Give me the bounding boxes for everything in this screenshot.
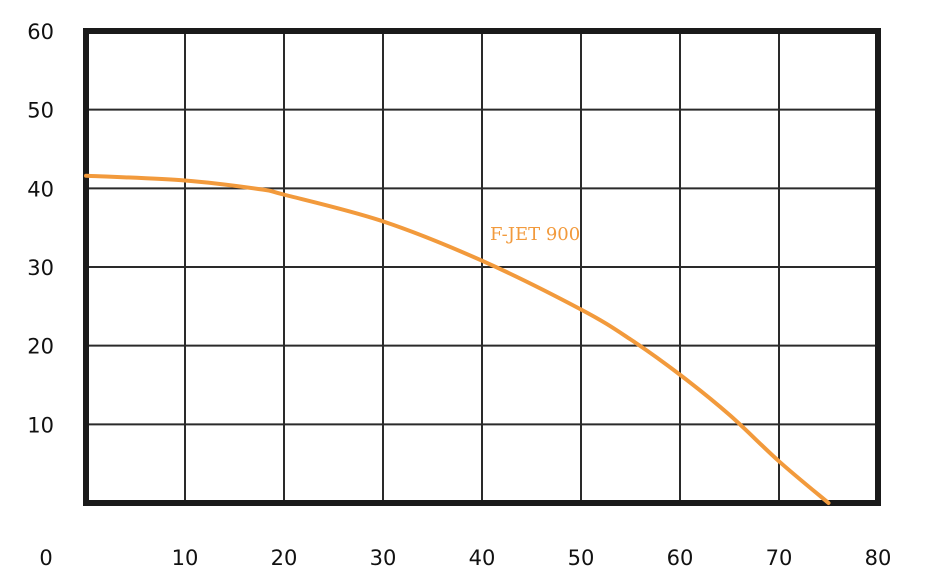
series-layer: F-JET 900 [84,173,831,505]
x-axis-tick-labels: 0 10 20 30 40 50 60 70 80 [39,546,891,570]
y-tick-label-2: 30 [27,256,54,280]
x-tick-label-3: 30 [370,546,397,570]
y-tick-label-4: 50 [27,99,54,123]
x-tick-label-7: 70 [766,546,793,570]
x-tick-label-1: 10 [172,546,199,570]
y-tick-label-3: 40 [27,177,54,201]
y-tick-label-0: 10 [27,413,54,437]
series-label-0: F-JET 900 [490,224,580,245]
y-axis-tick-labels: 10 20 30 40 50 60 [27,20,54,437]
x-tick-label-2: 20 [271,546,298,570]
x-tick-label-6: 60 [667,546,694,570]
y-tick-label-1: 20 [27,335,54,359]
grid-lines [86,31,878,503]
plot-frame [83,28,881,506]
y-tick-label-5: 60 [27,20,54,44]
x-tick-label-8: 80 [865,546,892,570]
x-tick-label-5: 50 [568,546,595,570]
x-tick-label-0: 0 [39,546,52,570]
series-line-0 [84,173,831,505]
x-tick-label-4: 40 [469,546,496,570]
